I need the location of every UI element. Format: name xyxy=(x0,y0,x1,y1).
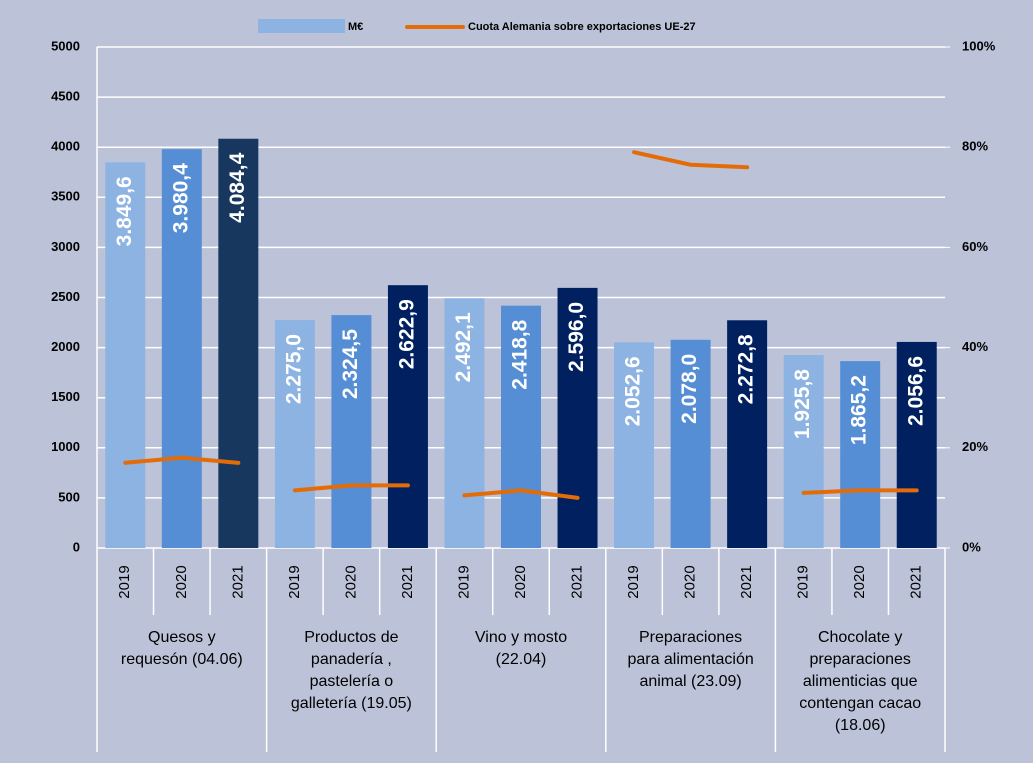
group-label: Productos de xyxy=(304,629,398,646)
y-tick-label: 3500 xyxy=(51,189,80,204)
group-label: (22.04) xyxy=(496,651,547,668)
value-label: 4.084,4 xyxy=(226,152,249,222)
group-label: Quesos y xyxy=(148,629,216,646)
value-label: 3.849,6 xyxy=(113,176,136,246)
share-line xyxy=(123,455,241,465)
x-tick-label: 2021 xyxy=(399,565,416,598)
bar xyxy=(896,341,937,548)
x-tick-label: 2019 xyxy=(455,565,472,598)
bar xyxy=(218,138,259,549)
value-label: 2.272,8 xyxy=(735,334,758,404)
group-label: panadería , xyxy=(311,651,392,668)
bar xyxy=(670,339,711,548)
y-tick-label: 1500 xyxy=(51,389,80,404)
x-tick-label: 2020 xyxy=(682,565,699,598)
group-label: pastelería o xyxy=(310,673,394,690)
value-label: 2.056,6 xyxy=(904,356,927,426)
group-label: Preparaciones xyxy=(639,629,742,646)
value-label: 3.980,4 xyxy=(169,163,192,233)
y2-tick-label: 80% xyxy=(962,139,988,154)
y-tick-label: 3000 xyxy=(51,239,80,254)
legend-label: M€ xyxy=(348,21,363,33)
y-tick-label: 2000 xyxy=(51,339,80,354)
x-tick-label: 2020 xyxy=(173,565,190,598)
group-label: contengan cacao xyxy=(799,695,921,712)
value-label: 2.596,0 xyxy=(565,302,588,372)
value-label: 2.078,0 xyxy=(678,354,701,424)
group-label: (18.06) xyxy=(835,717,886,734)
bar xyxy=(444,298,485,548)
x-tick-label: 2020 xyxy=(512,565,529,598)
value-label: 1.865,2 xyxy=(848,375,871,445)
value-label: 2.418,8 xyxy=(509,319,532,389)
bar xyxy=(614,342,655,548)
y2-tick-label: 0% xyxy=(962,539,981,554)
y-tick-label: 2500 xyxy=(51,289,80,304)
group-label: requesón (04.06) xyxy=(121,651,243,668)
value-label: 2.052,6 xyxy=(622,356,645,426)
y2-tick-label: 100% xyxy=(962,38,996,53)
y2-tick-label: 20% xyxy=(962,439,988,454)
bar xyxy=(727,320,768,548)
bar xyxy=(105,162,146,548)
y-tick-label: 5000 xyxy=(51,38,80,53)
y2-tick-label: 40% xyxy=(962,339,988,354)
group-label: preparaciones xyxy=(809,651,910,668)
legend-swatch xyxy=(258,19,345,33)
y-tick-label: 4500 xyxy=(51,89,80,104)
group-label: Chocolate y xyxy=(818,629,903,646)
bar xyxy=(274,320,315,548)
value-label: 2.492,1 xyxy=(452,312,475,382)
y-tick-label: 1000 xyxy=(51,439,80,454)
x-tick-label: 2019 xyxy=(795,565,812,598)
bar xyxy=(387,285,428,548)
group-label: para alimentación xyxy=(627,651,753,668)
legend-label: Cuota Alemania sobre exportaciones UE-27 xyxy=(468,21,696,33)
x-tick-label: 2019 xyxy=(116,565,133,598)
bar xyxy=(840,361,881,548)
y-tick-label: 500 xyxy=(58,489,80,504)
group-label: Vino y mosto xyxy=(475,629,567,646)
value-label: 1.925,8 xyxy=(791,369,814,439)
share-line xyxy=(462,488,580,500)
value-label: 2.622,9 xyxy=(395,299,418,369)
x-tick-label: 2019 xyxy=(286,565,303,598)
group-label: animal (23.09) xyxy=(639,673,741,690)
value-label: 2.324,5 xyxy=(339,329,362,399)
group-label: alimenticias que xyxy=(803,673,918,690)
share-line xyxy=(632,150,750,170)
bar xyxy=(161,149,202,548)
x-tick-label: 2020 xyxy=(851,565,868,598)
bar xyxy=(783,355,824,548)
x-tick-label: 2019 xyxy=(625,565,642,598)
bar xyxy=(501,305,541,548)
y-tick-label: 4000 xyxy=(51,139,80,154)
x-tick-label: 2021 xyxy=(908,565,925,598)
bar xyxy=(331,315,372,548)
x-tick-label: 2021 xyxy=(229,565,246,598)
x-tick-label: 2020 xyxy=(342,565,359,598)
x-tick-label: 2021 xyxy=(569,565,586,598)
bar xyxy=(557,287,598,548)
y2-tick-label: 60% xyxy=(962,239,988,254)
share-line xyxy=(292,483,410,493)
share-line xyxy=(801,488,919,495)
y-tick-label: 0 xyxy=(73,539,80,554)
value-label: 2.275,0 xyxy=(282,334,305,404)
group-label: galletería (19.05) xyxy=(291,695,412,712)
x-tick-label: 2021 xyxy=(738,565,755,598)
